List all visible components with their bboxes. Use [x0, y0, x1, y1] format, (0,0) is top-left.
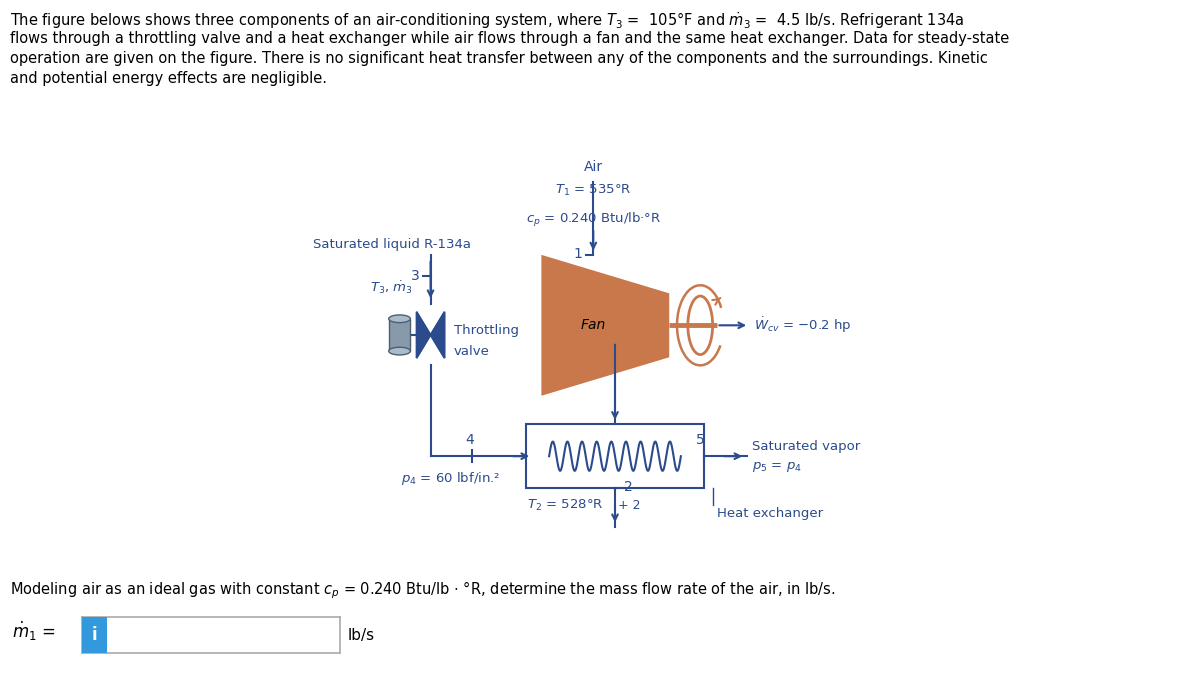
Ellipse shape [389, 315, 410, 322]
Text: Heat exchanger: Heat exchanger [718, 507, 823, 520]
Text: $\dot{W}_{cv}$ = −0.2 hp: $\dot{W}_{cv}$ = −0.2 hp [754, 316, 851, 335]
Polygon shape [431, 312, 444, 358]
Bar [389, 319, 410, 351]
Text: Modeling air as an ideal gas with constant $c_p$ = 0.240 Btu/lb $\cdot$ °R, dete: Modeling air as an ideal gas with consta… [10, 579, 835, 601]
Text: $T_3$, $\dot{m}_3$: $T_3$, $\dot{m}_3$ [371, 279, 413, 296]
Text: i: i [91, 626, 97, 644]
Text: and potential energy effects are negligible.: and potential energy effects are negligi… [10, 71, 326, 86]
Text: $T_2$ = 528°R: $T_2$ = 528°R [527, 498, 604, 513]
Text: The figure belows shows three components of an air-conditioning system, where $T: The figure belows shows three components… [10, 10, 964, 31]
Text: 3: 3 [410, 269, 420, 284]
Text: + 2: + 2 [618, 498, 641, 511]
Bar [526, 424, 704, 488]
Ellipse shape [389, 347, 410, 355]
Text: flows through a throttling valve and a heat exchanger while air flows through a : flows through a throttling valve and a h… [10, 31, 1009, 46]
Text: $c_p$ = 0.240 Btu/lb·°R: $c_p$ = 0.240 Btu/lb·°R [526, 211, 661, 229]
Text: 1: 1 [574, 247, 582, 261]
Polygon shape [416, 312, 431, 358]
Polygon shape [541, 255, 670, 396]
Text: lb/s: lb/s [348, 628, 376, 643]
Text: 4: 4 [466, 433, 474, 447]
Bar [82, 617, 108, 653]
Text: $p_5$ = $p_4$: $p_5$ = $p_4$ [752, 460, 802, 474]
Text: 5: 5 [696, 433, 704, 447]
Text: Air: Air [583, 160, 602, 174]
Text: operation are given on the figure. There is no significant heat transfer between: operation are given on the figure. There… [10, 51, 988, 66]
Text: Saturated vapor: Saturated vapor [752, 441, 860, 454]
Text: $\dot{m}_1$ =: $\dot{m}_1$ = [12, 619, 55, 643]
Text: Fan: Fan [581, 318, 606, 333]
Text: Saturated liquid R-134a: Saturated liquid R-134a [313, 238, 470, 251]
Text: $T_1$ = 535°R: $T_1$ = 535°R [556, 183, 631, 199]
Text: valve: valve [454, 345, 490, 358]
Text: 2: 2 [624, 479, 634, 494]
Text: $p_4$ = 60 lbf/in.²: $p_4$ = 60 lbf/in.² [401, 470, 500, 487]
Text: Throttling: Throttling [454, 324, 518, 337]
